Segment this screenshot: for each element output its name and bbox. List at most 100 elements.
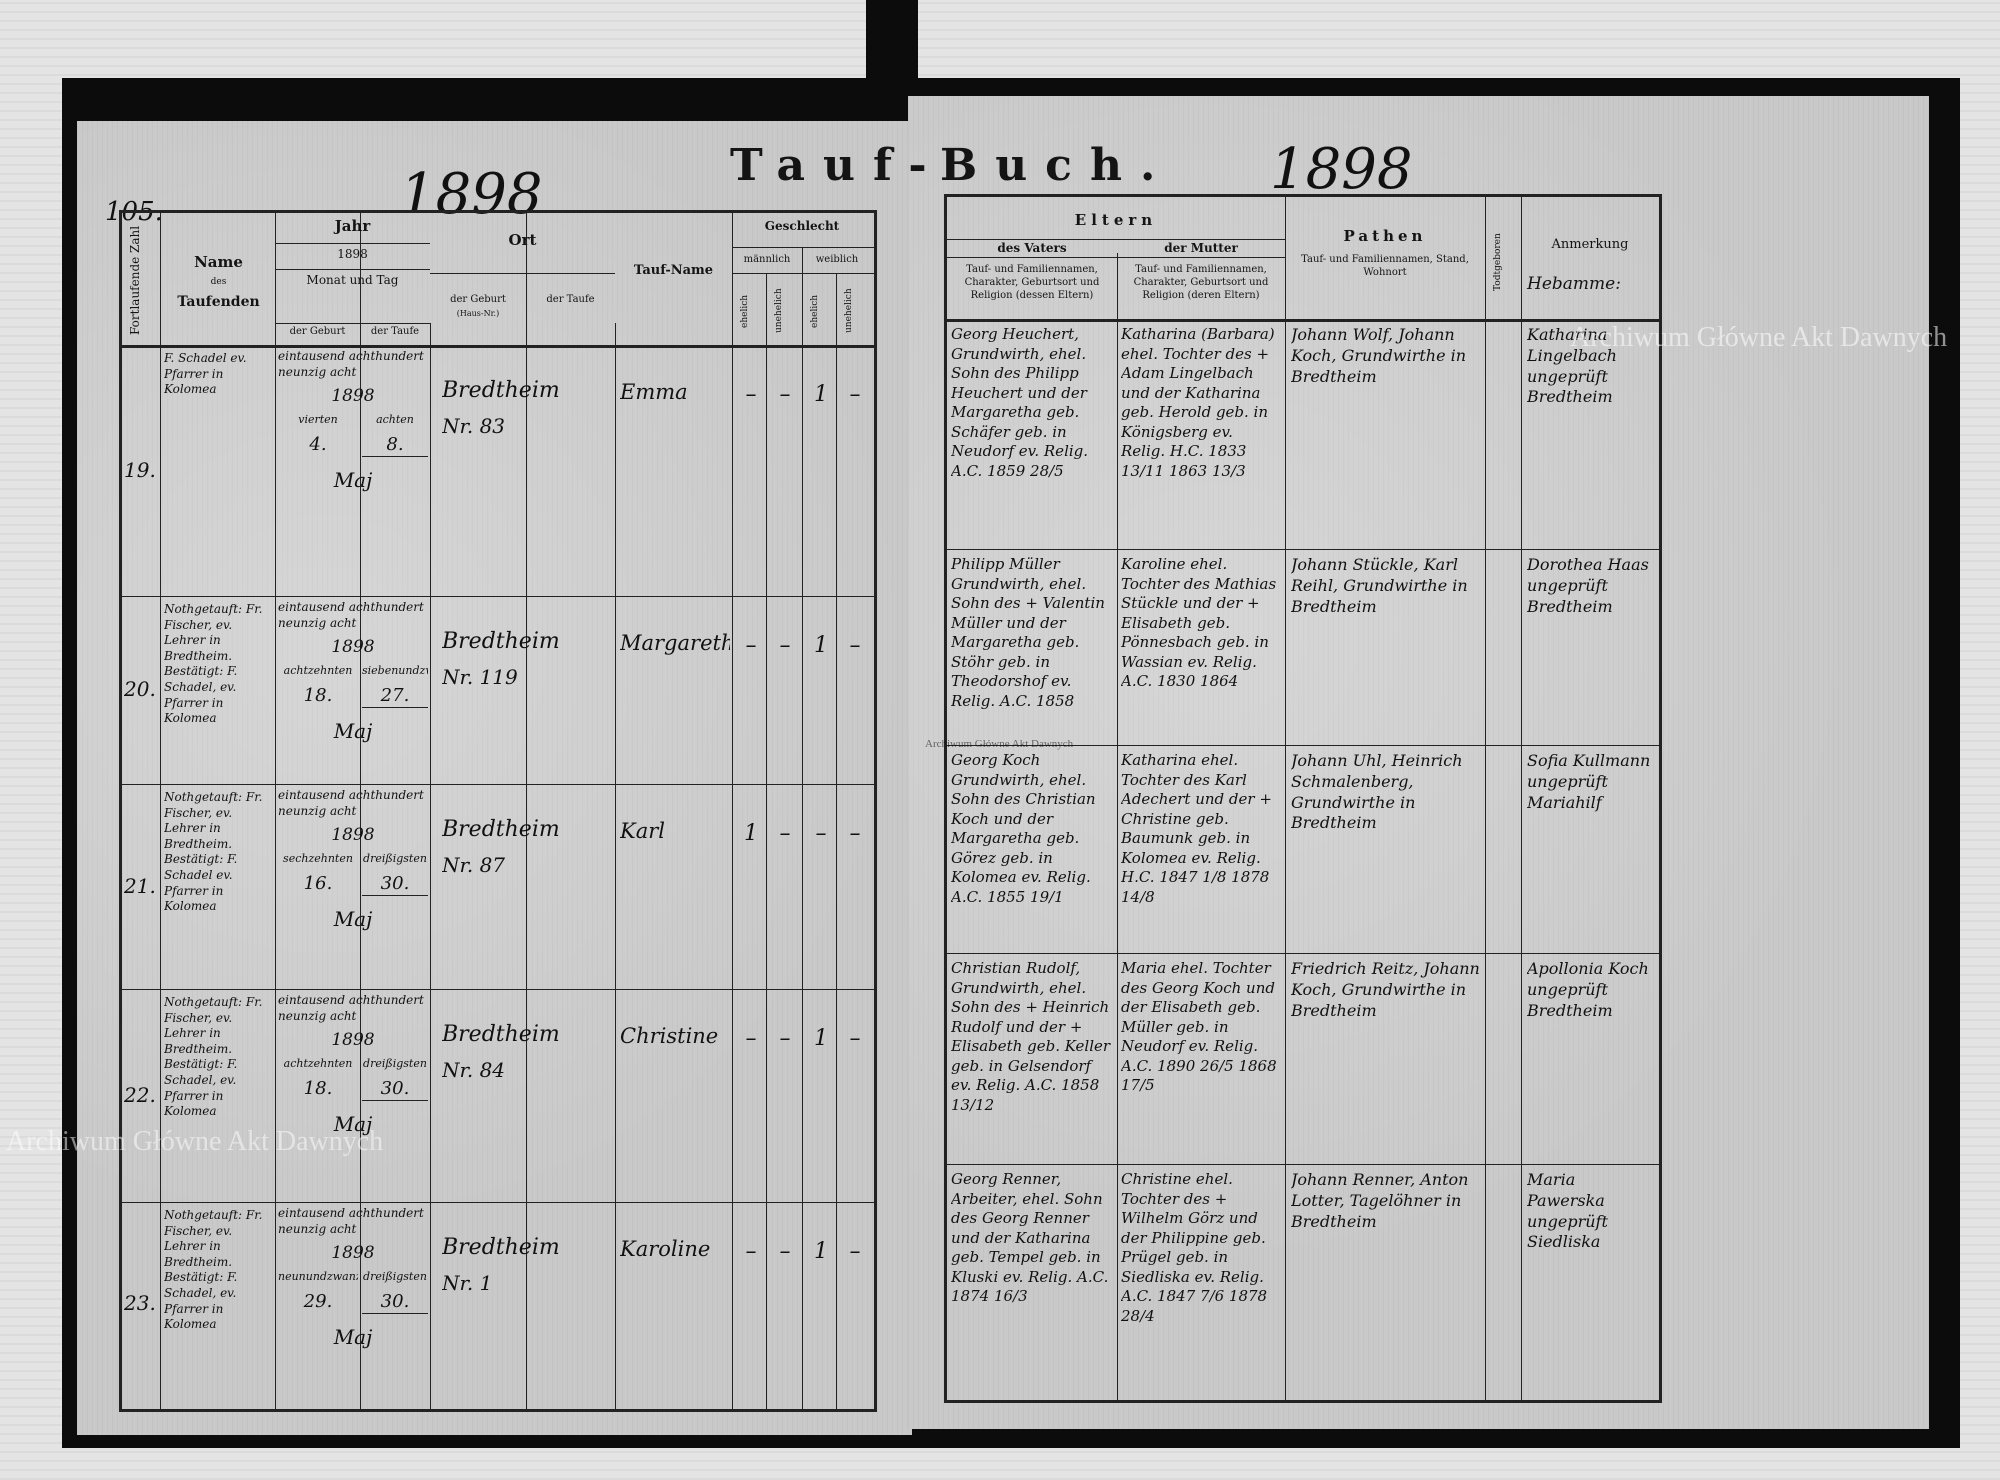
watermark: Archiwum Główne Akt Dawnych xyxy=(1570,322,1948,353)
entry-name-note: Nothgetauft: Fr. Fischer, ev. Lehrer in … xyxy=(164,602,263,726)
entry-remark: Maria Pawerska ungeprüft Siedliska xyxy=(1527,1170,1608,1252)
header-name-sub2: Taufenden xyxy=(177,294,260,310)
entry-sex-mark: – xyxy=(779,1026,791,1051)
entry-sex-mark: – xyxy=(815,821,827,846)
entry-sex-mark: 1 xyxy=(814,1026,828,1051)
entry-father: Georg Heuchert, Grundwirth, ehel. Sohn d… xyxy=(951,325,1089,480)
entry-baptism-word: siebenundzwanzigsten xyxy=(362,664,428,677)
entry-tauf-name: Emma xyxy=(620,380,688,404)
entry-baptism-day: 30. xyxy=(362,1077,428,1102)
entry-baptism-word: dreißigsten xyxy=(363,1057,427,1070)
entry-baptism-day: 8. xyxy=(362,433,428,458)
entry-sex-mark: – xyxy=(849,1239,861,1264)
header-weiblich: weiblich xyxy=(815,254,859,265)
entry-sex-mark: – xyxy=(849,1026,861,1051)
entry-sex-mark: 1 xyxy=(814,1239,828,1264)
entry-godparents: Johann Uhl, Heinrich Schmalenberg, Grund… xyxy=(1291,751,1463,833)
entry-year-words: eintausend achthundert neunzig acht xyxy=(278,349,424,379)
entry-year-words: eintausend achthundert neunzig acht xyxy=(278,788,424,818)
entry-name-note: Nothgetauft: Fr. Fischer, ev. Lehrer in … xyxy=(164,790,263,914)
header-mutter-desc: Tauf- und Familiennamen, Charakter, Gebu… xyxy=(1133,264,1269,301)
entry-father: Philipp Müller Grundwirth, ehel. Sohn de… xyxy=(951,555,1105,710)
entry-name-note: F. Schadel ev. Pfarrer in Kolomea xyxy=(164,351,247,397)
entry-house-number: Nr. 84 xyxy=(442,1058,506,1082)
header-pathen-desc: Tauf- und Familiennamen, Stand, Wohnort xyxy=(1301,254,1469,278)
entry-sex-mark: – xyxy=(745,382,757,407)
entry-birth-day: 29. xyxy=(303,1291,333,1312)
entry-father: Christian Rudolf, Grundwirth, ehel. Sohn… xyxy=(951,959,1111,1114)
header-maennlich: männlich xyxy=(743,254,791,265)
entry-number: 23. xyxy=(124,1291,156,1315)
header-eltern: Eltern xyxy=(1074,211,1158,229)
header-anmerkung: Anmerkung xyxy=(1551,237,1629,252)
entry-sex-mark: – xyxy=(745,1026,757,1051)
entry-tauf-name: Margaretha xyxy=(620,631,730,655)
entry-remark: Sofia Kullmann ungeprüft Mariahilf xyxy=(1527,751,1651,812)
header-jahr: Jahr xyxy=(334,217,371,235)
title-left: Tauf- xyxy=(730,140,945,191)
title-right: Buch. xyxy=(940,140,1174,191)
header-vaters: des Vaters xyxy=(997,241,1067,255)
entry-sex-mark: – xyxy=(779,382,791,407)
entry-year: 1898 xyxy=(331,825,375,845)
header-ehelich-w: ehelich xyxy=(810,294,820,328)
header-ort-geburt-sub: (Haus-Nr.) xyxy=(456,309,500,318)
entry-year: 1898 xyxy=(331,637,375,657)
entry-baptism-word: dreißigsten xyxy=(363,1270,427,1283)
entry-house-number: Nr. 119 xyxy=(442,665,518,689)
entry-godparents: Johann Renner, Anton Lotter, Tagelöhner … xyxy=(1291,1170,1469,1231)
entry-place: Bredtheim xyxy=(442,378,560,403)
entry-remark: Dorothea Haas ungeprüft Bredtheim xyxy=(1527,555,1649,616)
header-tauf-name: Tauf-Name xyxy=(633,263,714,278)
header-todtgeboren: Todtgeboren xyxy=(1493,233,1503,291)
entry-birth-word: neunundzwanzigsten xyxy=(278,1270,358,1283)
header-number: Fortlaufende Zahl xyxy=(128,225,142,335)
entry-sex-mark: – xyxy=(849,382,861,407)
entry-birth-word: achtzehnten xyxy=(283,664,353,677)
entry-remark: Apollonia Koch ungeprüft Bredtheim xyxy=(1527,959,1649,1020)
header-hebamme-note: Hebamme: xyxy=(1527,274,1621,294)
watermark: Archiwum Główne Akt Dawnych xyxy=(925,738,1074,750)
entry-mother: Christine ehel. Tochter des + Wilhelm Gö… xyxy=(1121,1170,1268,1325)
header-unehelich-m: unehelich xyxy=(774,288,784,334)
entry-tauf-name: Christine xyxy=(620,1024,719,1048)
row-divider xyxy=(122,989,874,990)
row-divider xyxy=(122,1202,874,1203)
year-right: 1898 xyxy=(1270,137,1413,202)
entry-place: Bredtheim xyxy=(442,1235,560,1260)
left-page xyxy=(77,121,912,1435)
entry-sex-mark: – xyxy=(779,633,791,658)
entry-sex-mark: – xyxy=(779,1239,791,1264)
entry-godparents: Johann Wolf, Johann Koch, Grundwirthe in… xyxy=(1291,325,1467,386)
entry-house-number: Nr. 87 xyxy=(442,853,506,877)
entry-year: 1898 xyxy=(331,1243,375,1263)
entry-number: 19. xyxy=(124,457,156,482)
entry-birth-day: 16. xyxy=(303,873,333,894)
entry-sex-mark: 1 xyxy=(814,633,828,658)
year-left: 1898 xyxy=(400,162,543,227)
entry-sex-mark: 1 xyxy=(744,821,758,846)
entry-sex-mark: – xyxy=(745,1239,757,1264)
header-jahr-value: 1898 xyxy=(275,243,430,263)
entry-number: 20. xyxy=(124,677,156,701)
left-register-table: Fortlaufende Zahl Name des Taufenden Jah… xyxy=(119,210,877,1412)
entry-father: Georg Renner, Arbeiter, ehel. Sohn des G… xyxy=(951,1170,1109,1305)
entry-name-note: Nothgetauft: Fr. Fischer, ev. Lehrer in … xyxy=(164,1208,263,1332)
entry-baptism-day: 27. xyxy=(362,684,428,709)
entry-sex-mark: – xyxy=(779,821,791,846)
row-divider xyxy=(947,745,1659,746)
entry-birth-word: vierten xyxy=(298,413,338,426)
header-ehelich-m: ehelich xyxy=(740,294,750,328)
header-ort: Ort xyxy=(508,231,537,249)
entry-mother: Maria ehel. Tochter des Georg Koch und d… xyxy=(1121,959,1277,1094)
entry-year: 1898 xyxy=(331,386,375,406)
entry-mother: Katharina (Barbara) ehel. Tochter des + … xyxy=(1121,325,1275,480)
header-geschlecht: Geschlecht xyxy=(764,219,840,233)
header-ort-geburt: der Geburt xyxy=(450,294,506,305)
row-divider xyxy=(947,549,1659,550)
entry-birth-word: achtzehnten xyxy=(283,1057,353,1070)
watermark: Archiwum Główne Akt Dawnych xyxy=(6,1126,384,1157)
entry-year-words: eintausend achthundert neunzig acht xyxy=(278,1206,424,1236)
entry-place: Bredtheim xyxy=(442,1022,560,1047)
header-monat-tag: Monat und Tag xyxy=(275,269,430,289)
